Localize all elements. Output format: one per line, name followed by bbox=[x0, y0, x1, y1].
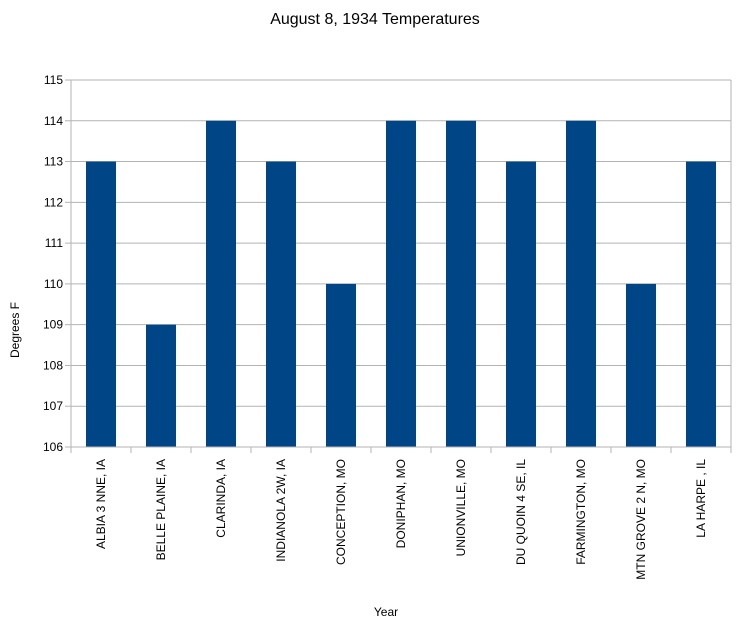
bar bbox=[386, 120, 416, 448]
y-tick-label: 113 bbox=[44, 155, 63, 169]
x-tick-label: ALBIA 3 NNE, IA bbox=[94, 459, 108, 549]
y-tick-label: 106 bbox=[43, 440, 63, 454]
x-tick-label: FARMINGTON, MO bbox=[574, 459, 588, 565]
bar bbox=[686, 161, 716, 448]
bar bbox=[86, 161, 116, 448]
chart-title: August 8, 1934 Temperatures bbox=[270, 11, 480, 28]
bar bbox=[146, 324, 176, 447]
bar bbox=[566, 120, 596, 448]
x-tick-label: UNIONVILLE, MO bbox=[454, 459, 468, 556]
y-tick-label: 111 bbox=[45, 236, 64, 250]
x-tick-label: CLARINDA, IA bbox=[214, 459, 228, 538]
bars bbox=[86, 120, 716, 448]
y-tick-label: 110 bbox=[44, 277, 63, 291]
x-tick-label: LA HARPE , IL bbox=[694, 459, 708, 538]
x-tick-label: CONCEPTION, MO bbox=[334, 459, 348, 565]
y-tick-label: 109 bbox=[43, 318, 63, 332]
y-tick-label: 108 bbox=[43, 358, 63, 372]
bar bbox=[506, 161, 536, 448]
x-axis-ticks: ALBIA 3 NNE, IA BELLE PLAINE, IA CLARINDA,… bbox=[70, 447, 732, 580]
x-tick-label: INDIANOLA 2W, IA bbox=[274, 459, 288, 562]
y-tick-label: 112 bbox=[44, 195, 63, 209]
x-tick-label: BELLE PLAINE, IA bbox=[154, 459, 168, 560]
y-axis-label: Degrees F bbox=[8, 302, 22, 358]
bar bbox=[326, 283, 356, 447]
y-tick-label: 114 bbox=[44, 114, 63, 128]
x-tick-label: MTN GROVE 2 N, MO bbox=[634, 459, 648, 580]
y-tick-label: 107 bbox=[43, 399, 63, 413]
bar bbox=[206, 120, 236, 448]
bar bbox=[626, 283, 656, 447]
x-axis-label: Year bbox=[374, 605, 398, 619]
x-tick-label: DU QUOIN 4 SE, IL bbox=[514, 459, 528, 565]
y-axis-ticks: 106 107 108 109 110 111 112 113 114 115 bbox=[43, 73, 71, 454]
y-tick-label: 115 bbox=[44, 73, 63, 87]
bar bbox=[446, 120, 476, 448]
bar bbox=[266, 161, 296, 448]
x-tick-label: DONIPHAN, MO bbox=[394, 459, 408, 548]
